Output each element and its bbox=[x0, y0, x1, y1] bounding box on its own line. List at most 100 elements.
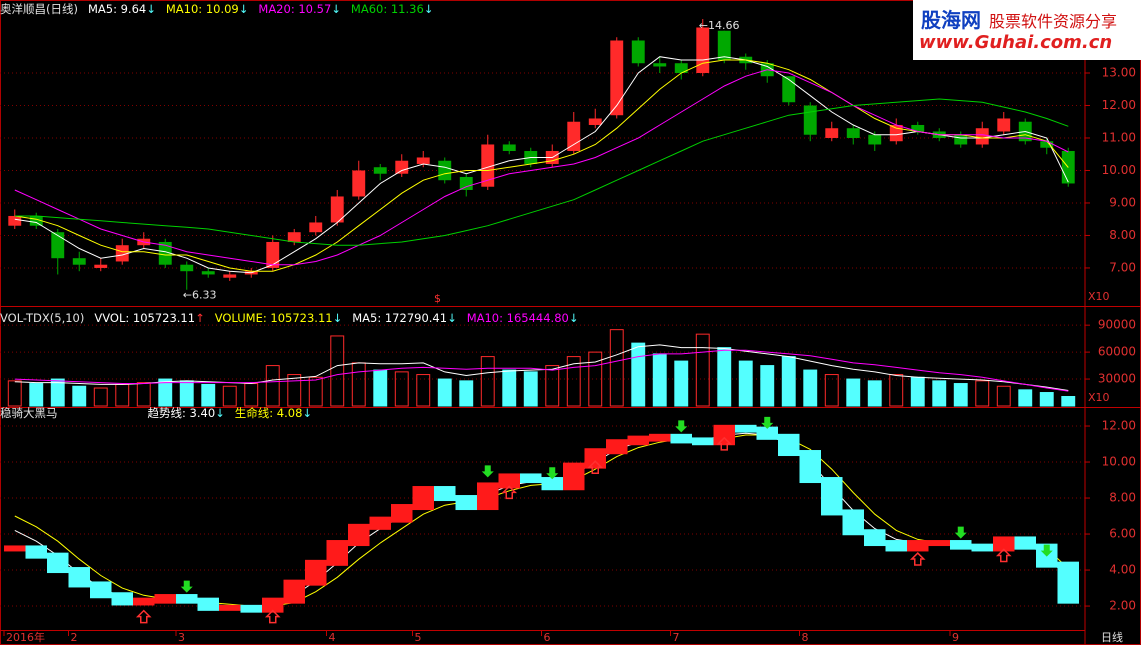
volume-bar bbox=[351, 362, 366, 407]
trend-block bbox=[950, 540, 972, 550]
trend-block bbox=[520, 473, 542, 484]
candle-body bbox=[287, 232, 301, 242]
candle-body bbox=[373, 167, 387, 174]
volume-bar bbox=[910, 376, 925, 407]
candle-body bbox=[8, 215, 22, 226]
candle-body bbox=[330, 196, 344, 223]
candle-body bbox=[803, 105, 817, 135]
trend-block bbox=[563, 462, 585, 491]
trend-block bbox=[907, 540, 929, 552]
candle-body bbox=[352, 170, 366, 197]
sell-arrow bbox=[546, 467, 559, 480]
candle-body bbox=[653, 63, 667, 67]
y-tick-label: 12.00 bbox=[1102, 98, 1136, 112]
trend-block bbox=[434, 486, 456, 502]
volume-bar bbox=[308, 376, 323, 407]
trend-block bbox=[348, 523, 370, 547]
candle-body bbox=[846, 128, 860, 138]
sell-arrow bbox=[675, 420, 688, 433]
candle-body bbox=[201, 271, 215, 275]
trend-arrow: ↓ bbox=[423, 2, 434, 16]
sell-arrow bbox=[1040, 544, 1053, 557]
candle-body bbox=[158, 241, 172, 265]
volume-bar bbox=[265, 365, 280, 407]
legend-entry: VOLUME: 105723.11↓ bbox=[215, 311, 343, 325]
buy-arrow bbox=[135, 609, 152, 624]
candle-body bbox=[180, 264, 194, 272]
legend-entry: MA20: 10.57↓ bbox=[258, 2, 341, 16]
ma-line bbox=[14, 349, 1069, 392]
watermark-site: 股海网 bbox=[921, 8, 981, 32]
y-tick-label: 2.00 bbox=[1109, 599, 1136, 613]
legend-entry: VVOL: 105723.11↑ bbox=[94, 311, 204, 325]
volume-bar bbox=[889, 374, 904, 407]
period-label: 日线 bbox=[1101, 630, 1123, 644]
trend-block bbox=[133, 597, 155, 606]
volume-bar bbox=[244, 383, 259, 407]
low-annotation: ←6.33 bbox=[183, 289, 217, 302]
legend-entry: MA5: 9.64↓ bbox=[88, 2, 156, 16]
trend-block bbox=[283, 579, 305, 604]
volume-bar bbox=[373, 369, 388, 407]
candle-body bbox=[717, 30, 731, 60]
trend-block bbox=[606, 439, 628, 455]
price-header: 奥洋顺昌(日线) MA5: 9.64↓ MA10: 10.09↓ MA20: 10.5… bbox=[0, 2, 433, 16]
candle-body bbox=[674, 63, 688, 73]
trend-block bbox=[111, 592, 133, 606]
trend-block bbox=[369, 516, 391, 530]
candle-body bbox=[29, 215, 43, 226]
x-tick-label: 3 bbox=[178, 631, 185, 644]
volume-bar bbox=[29, 383, 44, 407]
scale-note: X10 bbox=[1088, 290, 1110, 303]
candle-body bbox=[309, 222, 323, 233]
volume-bar bbox=[953, 383, 968, 407]
legend-label: MA20: 10.57 bbox=[258, 2, 332, 16]
candle-body bbox=[94, 264, 108, 268]
buy-arrow bbox=[264, 609, 281, 624]
x-tick-label: 5 bbox=[415, 631, 422, 644]
legend-label: MA10: 10.09 bbox=[165, 2, 239, 16]
candle-body bbox=[1040, 141, 1054, 148]
volume-bar bbox=[760, 365, 775, 407]
legend-label: MA10: 165444.80 bbox=[466, 311, 569, 325]
trend-arrow: ↓ bbox=[146, 2, 156, 16]
volume-bar bbox=[717, 347, 732, 407]
candle-body bbox=[631, 40, 645, 64]
volume-bar bbox=[480, 356, 495, 407]
y-tick-label: 4.00 bbox=[1109, 563, 1136, 577]
candle-body bbox=[266, 241, 280, 268]
volume-bar bbox=[50, 378, 65, 407]
candle-body bbox=[51, 232, 65, 259]
trend-block bbox=[735, 424, 757, 433]
trend-block bbox=[756, 426, 778, 440]
buy-arrow bbox=[587, 460, 604, 474]
trend-arrow: ↓ bbox=[215, 406, 225, 420]
ma-line bbox=[14, 59, 1069, 272]
x-tick-label: 8 bbox=[802, 631, 809, 644]
volume-bar bbox=[588, 351, 603, 407]
trend-block bbox=[821, 477, 843, 516]
volume-bar bbox=[158, 378, 173, 407]
legend-entry: MA5: 172790.41↓ bbox=[352, 311, 456, 325]
trend-block bbox=[670, 433, 692, 444]
trend-block bbox=[219, 604, 241, 611]
trend-block bbox=[176, 594, 198, 604]
trend-arrow: ↓ bbox=[331, 2, 341, 16]
trend-arrow: ↓ bbox=[447, 311, 457, 325]
volume-bar bbox=[93, 387, 108, 407]
volume-bar bbox=[437, 378, 452, 407]
candle-body bbox=[223, 274, 237, 278]
legend-entry: 趋势线: 3.40↓ bbox=[148, 406, 225, 420]
trend-block bbox=[692, 437, 714, 446]
sell-arrow bbox=[481, 465, 494, 478]
candle-body bbox=[696, 27, 710, 73]
y-tick-label: 6.00 bbox=[1109, 527, 1136, 541]
sell-arrow bbox=[954, 526, 967, 539]
trend-block bbox=[391, 504, 413, 523]
volume-header: VOL-TDX(5,10) VVOL: 105723.11↑ VOLUME: 105… bbox=[0, 311, 579, 325]
candle-body bbox=[115, 245, 129, 262]
watermark: 股海网 股票软件资源分享 www.Guhai.com.cn bbox=[913, 0, 1141, 60]
y-tick-label: 11.00 bbox=[1102, 130, 1136, 144]
buy-arrow bbox=[909, 551, 926, 566]
volume-bar bbox=[996, 385, 1011, 407]
